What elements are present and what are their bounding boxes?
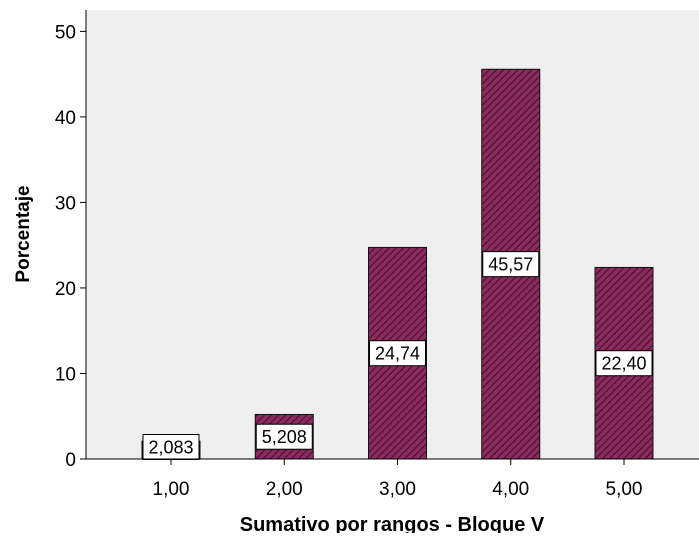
data-label-box <box>255 423 313 450</box>
data-label-text: 45,57 <box>488 255 533 275</box>
x-axis-label: Sumativo por rangos - Bloque V <box>240 514 545 533</box>
data-labels-layer: 2,083 5,208 24,74 45,57 22,40 <box>142 251 653 460</box>
x-tick-label: 2,00 <box>266 479 303 500</box>
data-label-text: 5,208 <box>262 427 307 447</box>
x-axis-ticks: 1,00 2,00 3,00 4,00 5,00 <box>153 459 643 500</box>
data-label-2: 5,208 <box>255 423 313 450</box>
data-label-text: 22,40 <box>601 354 646 374</box>
y-tick-label: 40 <box>55 108 76 129</box>
y-tick-label: 30 <box>55 193 76 214</box>
data-label-text: 2,083 <box>148 438 193 458</box>
y-tick-label: 50 <box>55 22 76 43</box>
data-label-5: 22,40 <box>595 350 653 377</box>
data-label-1: 2,083 <box>142 434 200 460</box>
x-tick-label: 5,00 <box>606 479 643 500</box>
x-tick-label: 3,00 <box>379 479 416 500</box>
data-label-box <box>369 340 426 367</box>
data-label-box <box>142 434 200 460</box>
y-tick-label: 20 <box>55 279 76 300</box>
data-label-box <box>595 350 653 377</box>
data-label-box <box>482 251 540 278</box>
x-tick-label: 4,00 <box>492 479 529 500</box>
x-tick-label: 1,00 <box>153 479 190 500</box>
data-label-3: 24,74 <box>369 340 426 367</box>
y-axis-ticks: 0 10 20 30 40 50 <box>55 22 86 471</box>
data-label-text: 24,74 <box>375 344 420 364</box>
y-axis-label: Porcentaje <box>13 185 34 282</box>
y-tick-label: 10 <box>55 364 76 385</box>
y-tick-label: 0 <box>65 450 76 471</box>
data-label-4: 45,57 <box>482 251 540 278</box>
